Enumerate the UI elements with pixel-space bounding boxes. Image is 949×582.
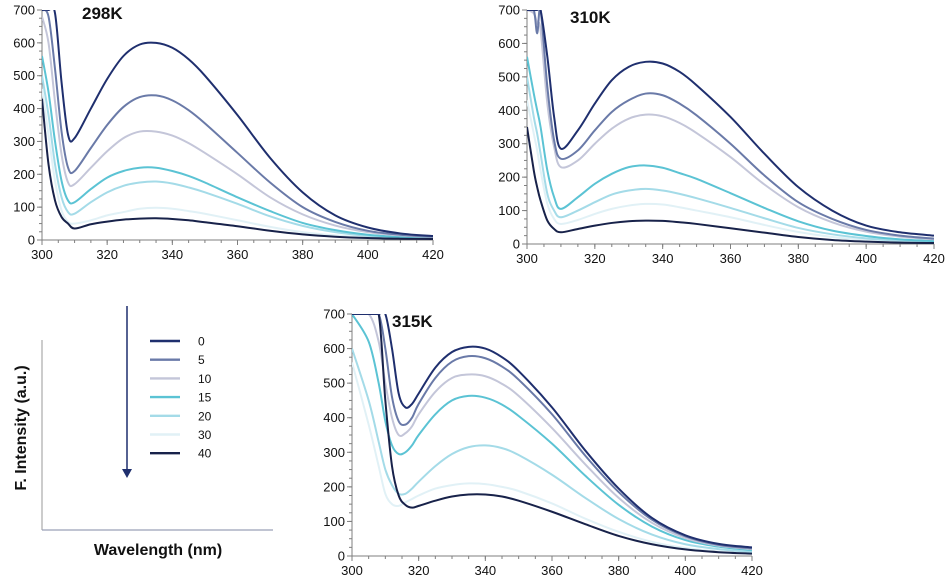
chart-title: 298K — [82, 4, 123, 23]
y-tick-label: 200 — [13, 167, 35, 182]
series-line-20 — [42, 75, 433, 240]
series-line-0 — [352, 314, 752, 549]
series-line-40 — [42, 98, 433, 240]
series-line-15 — [527, 56, 934, 242]
y-tick-label: 100 — [498, 203, 520, 218]
legend-label-15: 15 — [198, 391, 212, 405]
series-line-10 — [42, 16, 433, 239]
series-line-30 — [527, 100, 934, 244]
series-lines — [352, 314, 752, 555]
x-tick-label: 420 — [741, 563, 763, 578]
x-axis-title: Wavelength (nm) — [94, 542, 222, 559]
series-line-0 — [527, 10, 934, 237]
x-tick-label: 300 — [341, 563, 363, 578]
legend-label-0: 0 — [198, 335, 205, 349]
x-tick-label: 300 — [31, 247, 53, 262]
series-line-20 — [527, 76, 934, 243]
series-line-5 — [42, 10, 433, 238]
series-line-30 — [42, 88, 433, 240]
y-tick-label: 600 — [323, 341, 345, 356]
x-tick-label: 400 — [357, 247, 379, 262]
decrease-arrow-head — [122, 469, 132, 478]
series-line-5 — [527, 10, 934, 240]
y-tick-label: 300 — [13, 134, 35, 149]
x-tick-label: 320 — [584, 251, 606, 266]
series-line-30 — [352, 362, 752, 555]
x-tick-label: 300 — [516, 251, 538, 266]
x-tick-label: 360 — [541, 563, 563, 578]
y-tick-label: 700 — [323, 307, 345, 322]
y-tick-label: 200 — [323, 479, 345, 494]
legend-label-20: 20 — [198, 409, 212, 423]
x-tick-label: 380 — [608, 563, 630, 578]
series-line-20 — [352, 348, 752, 553]
x-tick-label: 360 — [720, 251, 742, 266]
y-tick-label: 600 — [13, 35, 35, 50]
series-line-15 — [352, 314, 752, 552]
y-tick-label: 500 — [498, 69, 520, 84]
legend-label-40: 40 — [198, 447, 212, 461]
x-tick-label: 320 — [408, 563, 430, 578]
legend-label-30: 30 — [198, 428, 212, 442]
legend-label-10: 10 — [198, 372, 212, 386]
series-line-5 — [352, 314, 752, 550]
chart-panel-298K: 0 100 200 300 400 500 600 700 300 320 340 360 380 400… — [13, 3, 444, 263]
chart-panel-310K: 0 100 200 300 400 500 600 700 300 320 340 360 380 400… — [498, 3, 945, 267]
y-tick-label: 200 — [498, 170, 520, 185]
y-tick-label: 0 — [28, 233, 35, 248]
x-tick-label: 400 — [674, 563, 696, 578]
x-tick-label: 340 — [652, 251, 674, 266]
series-line-10 — [352, 314, 752, 551]
series-lines — [527, 10, 934, 244]
x-tick-label: 420 — [923, 251, 945, 266]
chart-title: 310K — [570, 8, 611, 27]
y-tick-label: 0 — [338, 549, 345, 564]
y-tick-label: 500 — [323, 376, 345, 391]
y-tick-label: 700 — [498, 3, 520, 18]
x-tick-label: 400 — [855, 251, 877, 266]
y-tick-label: 400 — [323, 410, 345, 425]
x-tick-label: 380 — [292, 247, 314, 262]
chart-panel-315K: 0 100 200 300 400 500 600 700 300 320 340 360 380 400… — [323, 307, 763, 579]
x-tick-label: 360 — [227, 247, 249, 262]
y-tick-label: 300 — [323, 445, 345, 460]
y-tick-label: 500 — [13, 68, 35, 83]
y-tick-label: 400 — [13, 101, 35, 116]
y-axis-title: F. Intensity (a.u.) — [13, 365, 30, 490]
y-tick-label: 100 — [323, 514, 345, 529]
y-tick-label: 100 — [13, 200, 35, 215]
legend-label-5: 5 — [198, 353, 205, 367]
series-line-15 — [42, 55, 433, 240]
chart-title: 315K — [392, 312, 433, 331]
y-tick-label: 400 — [498, 103, 520, 118]
y-tick-label: 300 — [498, 136, 520, 151]
legend-panel: 0 5 10 15 20 30 40 F. Intensity (a.u.) Wavelengt… — [13, 306, 273, 559]
series-line-40 — [352, 314, 752, 555]
series-lines — [42, 10, 433, 240]
x-tick-label: 340 — [161, 247, 183, 262]
y-tick-label: 600 — [498, 36, 520, 51]
x-tick-label: 340 — [474, 563, 496, 578]
series-line-0 — [42, 10, 433, 238]
series-line-40 — [527, 126, 934, 244]
series-line-10 — [527, 10, 934, 241]
y-tick-label: 0 — [513, 237, 520, 252]
x-tick-label: 380 — [787, 251, 809, 266]
x-tick-label: 420 — [422, 247, 444, 262]
y-tick-label: 700 — [13, 3, 35, 18]
x-tick-label: 320 — [96, 247, 118, 262]
